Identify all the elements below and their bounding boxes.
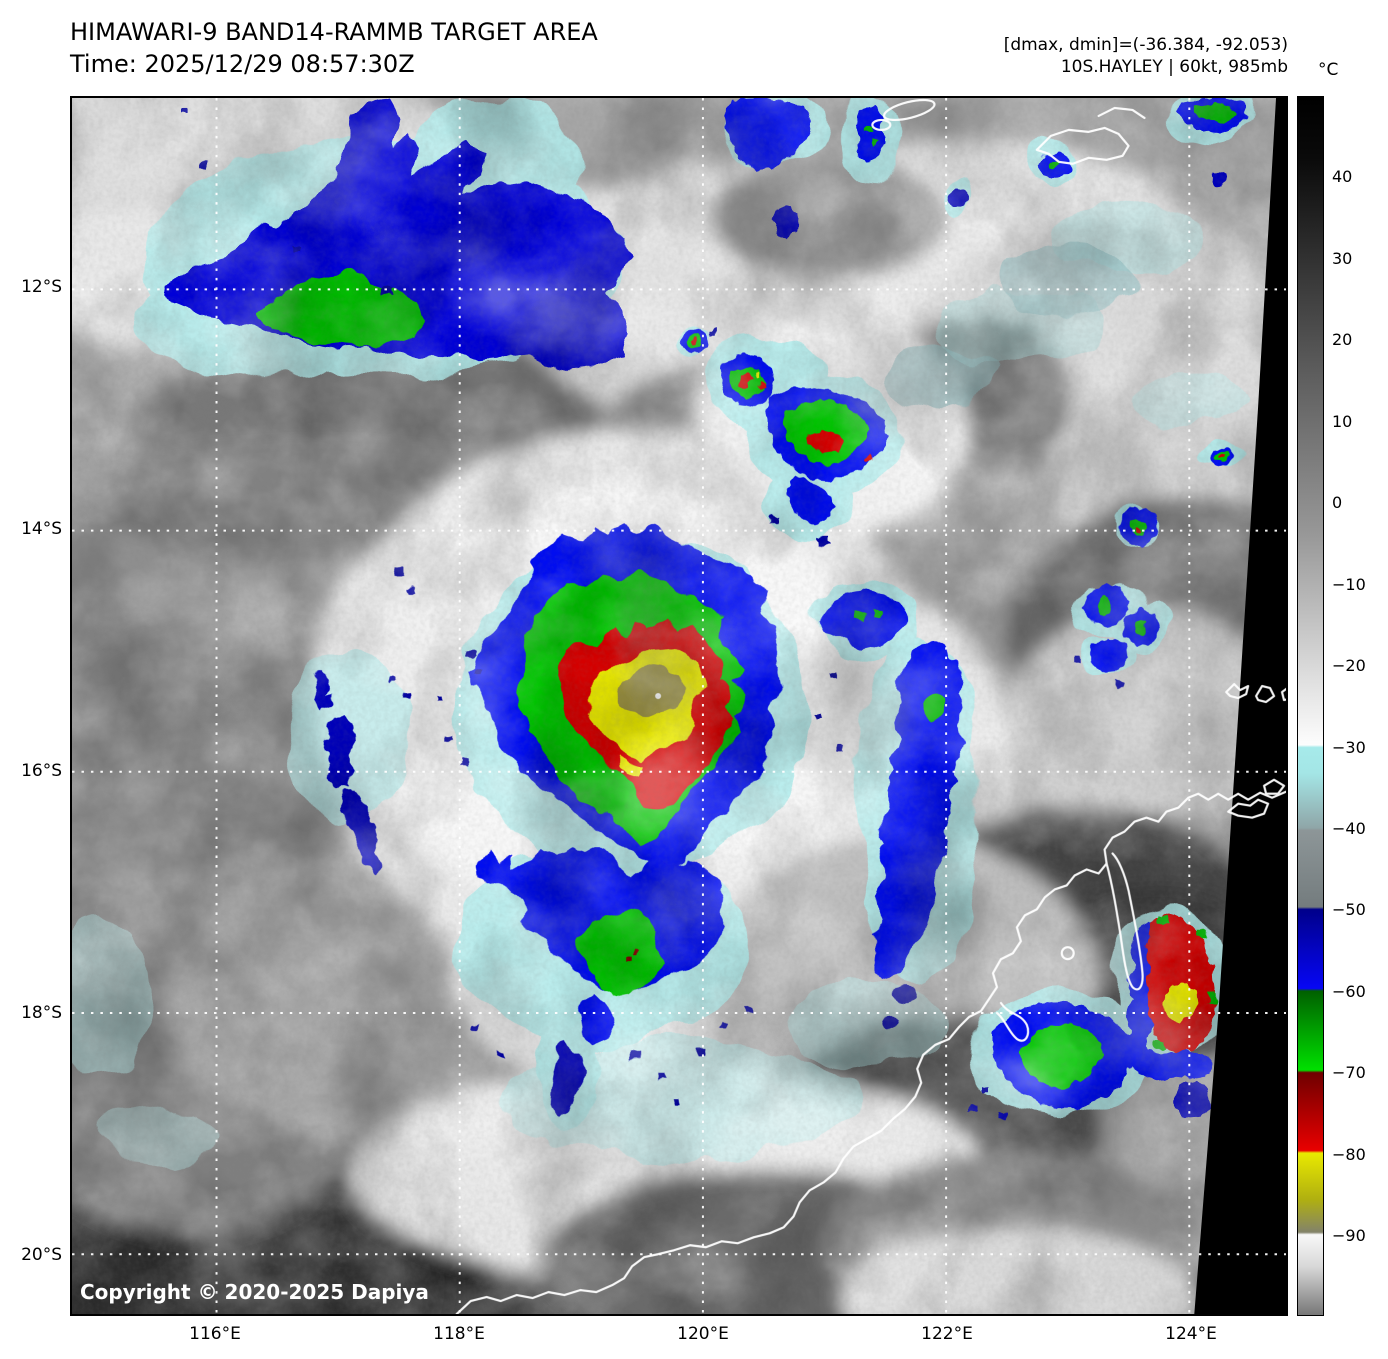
mainland-coastline — [455, 790, 1286, 1314]
colorbar-tick-30: 30 — [1332, 249, 1353, 268]
colorbar-tick-m50: −50 — [1332, 900, 1366, 919]
colorbar-unit-label: °C — [1318, 60, 1339, 80]
xtick-122e: 122°E — [921, 1324, 973, 1344]
ir-image-canvas — [72, 98, 1286, 1314]
storm-info-label: 10S.HAYLEY | 60kt, 985mb — [1060, 57, 1288, 77]
graticule — [72, 98, 1286, 1314]
figure-title: HIMAWARI-9 BAND14-RAMMB TARGET AREA Time:… — [70, 16, 598, 80]
colorbar-tick-m20: −20 — [1332, 656, 1366, 675]
offshore-islands — [1225, 682, 1286, 704]
colorbar-tick-m60: −60 — [1332, 982, 1366, 1001]
coastline-layer — [455, 98, 1286, 1314]
colorbar-tick-m70: −70 — [1332, 1063, 1366, 1082]
xtick-116e: 116°E — [189, 1324, 241, 1344]
coastal-hook — [995, 1001, 1030, 1042]
title-line: HIMAWARI-9 BAND14-RAMMB TARGET AREA — [70, 18, 598, 46]
time-line: Time: 2025/12/29 08:57:30Z — [70, 50, 415, 78]
colorbar — [1297, 96, 1324, 1316]
island-oval-small — [871, 118, 892, 131]
ytick-20s: 20°S — [21, 1245, 62, 1265]
fine-grain-texture — [72, 98, 1286, 1314]
xtick-124e: 124°E — [1165, 1324, 1217, 1344]
ytick-12s: 12°S — [21, 277, 62, 297]
xtick-120e: 120°E — [677, 1324, 729, 1344]
north-islands — [1227, 778, 1286, 819]
xtick-118e: 118°E — [433, 1324, 485, 1344]
ytick-14s: 14°S — [21, 519, 62, 539]
copyright-label: Copyright © 2020-2025 Dapiya — [80, 1280, 429, 1304]
colorbar-tick-m40: −40 — [1332, 819, 1366, 838]
island-ring — [1035, 126, 1130, 165]
island-oval — [882, 98, 936, 122]
colorbar-tick-0: 0 — [1332, 493, 1343, 512]
atoll-island — [1060, 946, 1075, 961]
no-data-wedge — [1194, 98, 1286, 1314]
satellite-ir-image — [70, 96, 1288, 1316]
colorbar-tick-40: 40 — [1332, 167, 1353, 186]
colorbar-tick-m10: −10 — [1332, 575, 1366, 594]
island-fragment — [1097, 106, 1146, 120]
colorbar-tick-m30: −30 — [1332, 738, 1366, 757]
colorbar-tick-20: 20 — [1332, 330, 1353, 349]
colorbar-tick-10: 10 — [1332, 412, 1353, 431]
king-sound-inlet — [1105, 852, 1144, 991]
ytick-16s: 16°S — [21, 761, 62, 781]
colorbar-tick-m80: −80 — [1332, 1145, 1366, 1164]
annotation-block: [dmax, dmin]=(-36.384, -92.053) 10S.HAYL… — [1004, 34, 1288, 78]
dmax-dmin-label: [dmax, dmin]=(-36.384, -92.053) — [1003, 35, 1288, 55]
colorbar-tick-m90: −90 — [1332, 1226, 1366, 1245]
ytick-18s: 18°S — [21, 1003, 62, 1023]
